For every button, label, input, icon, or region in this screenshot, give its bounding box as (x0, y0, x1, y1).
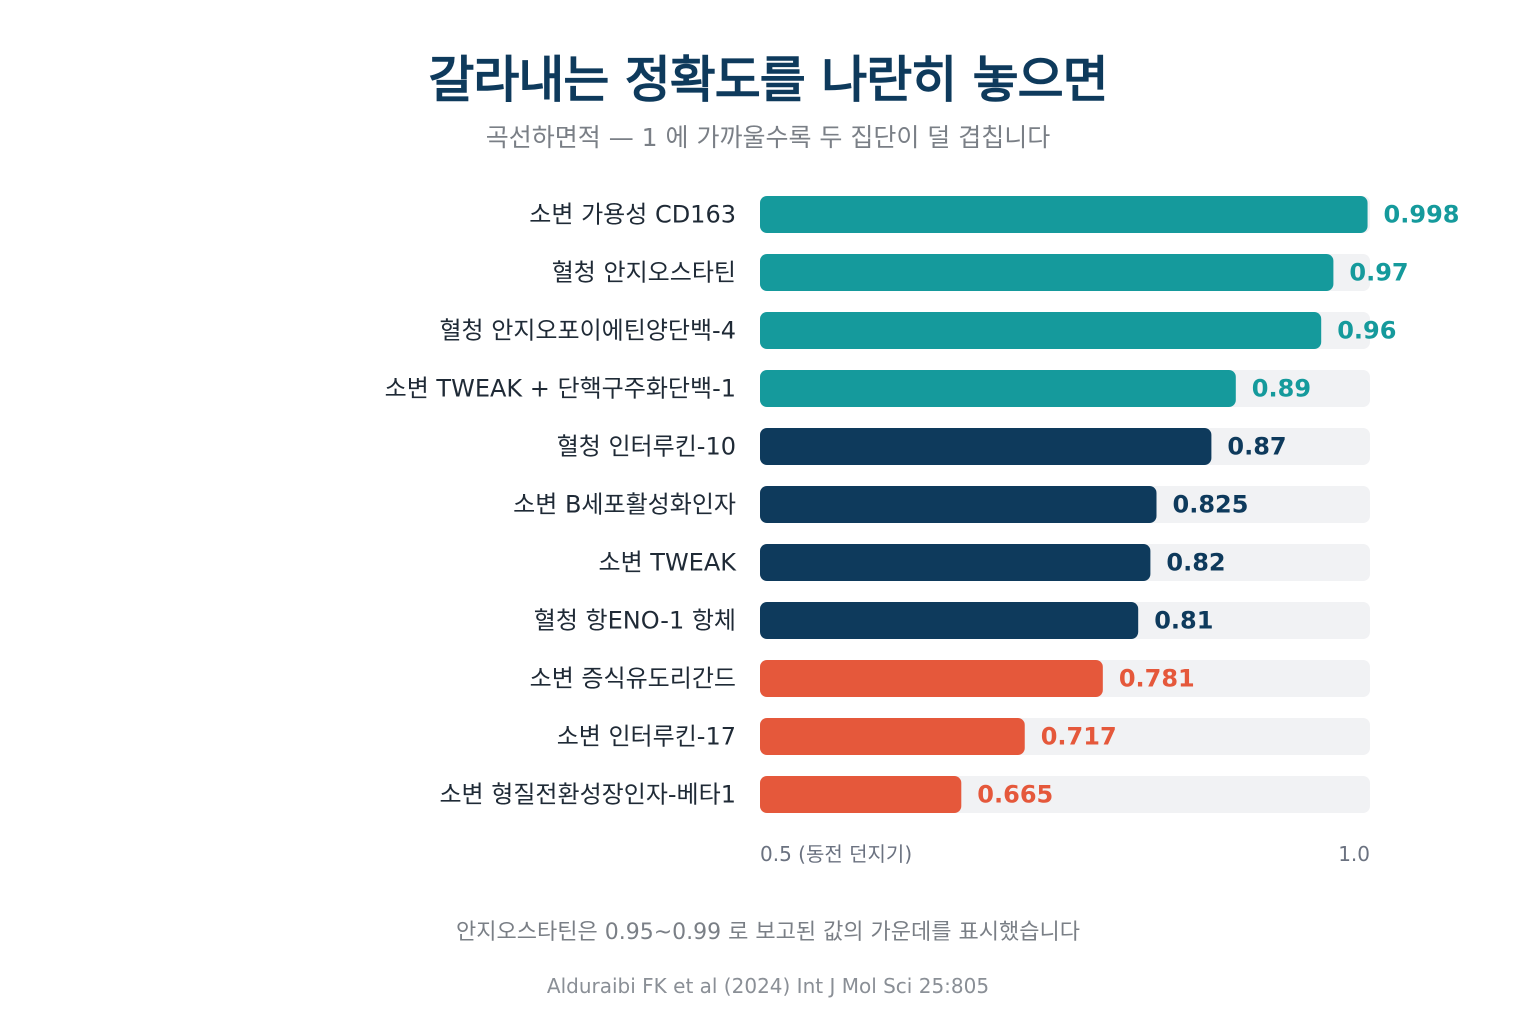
bar (760, 660, 1103, 697)
bar (760, 196, 1368, 233)
value-label: 0.717 (1041, 723, 1117, 751)
bar (760, 602, 1139, 639)
category-label: 혈청 인터루킨-10 (557, 433, 736, 461)
value-label: 0.781 (1119, 665, 1195, 693)
footnote: 안지오스타틴은 0.95~0.99 로 보고된 값의 가운데를 표시했습니다 (456, 920, 1080, 945)
bar (760, 486, 1157, 523)
category-label: 소변 증식유도리간드 (530, 665, 736, 693)
bar (760, 776, 962, 813)
x-tick-label-min: 0.5 (동전 던지기) (760, 842, 912, 866)
value-label: 0.82 (1166, 549, 1225, 577)
category-label: 혈청 안지오스타틴 (552, 259, 736, 287)
chart-title: 갈라내는 정확도를 나란히 놓으면 (428, 51, 1108, 109)
category-label: 소변 TWEAK + 단핵구주화단백-1 (385, 375, 736, 403)
value-label: 0.96 (1337, 317, 1396, 345)
bar (760, 254, 1334, 291)
x-tick-label-max: 1.0 (1338, 842, 1370, 866)
category-label: 소변 B세포활성화인자 (513, 491, 736, 519)
bar (760, 428, 1212, 465)
chart-subtitle: 곡선하면적 — 1 에 가까울수록 두 집단이 덜 겹칩니다 (485, 123, 1051, 152)
bar (760, 718, 1025, 755)
value-label: 0.97 (1349, 259, 1408, 287)
bar (760, 370, 1236, 407)
value-label: 0.87 (1227, 433, 1286, 461)
bar (760, 544, 1151, 581)
value-label: 0.81 (1154, 607, 1213, 635)
category-label: 소변 TWEAK (599, 549, 738, 577)
category-label: 소변 가용성 CD163 (529, 201, 736, 229)
value-label: 0.665 (977, 781, 1053, 809)
value-label: 0.998 (1384, 201, 1460, 229)
category-label: 혈청 항ENO-1 항체 (534, 607, 736, 635)
category-label: 혈청 안지오포이에틴양단백-4 (439, 317, 736, 345)
value-label: 0.89 (1252, 375, 1311, 403)
bar (760, 312, 1322, 349)
value-label: 0.825 (1173, 491, 1249, 519)
source-citation: Alduraibi FK et al (2024) Int J Mol Sci … (546, 974, 990, 998)
category-label: 소변 형질전환성장인자-베타1 (439, 781, 736, 809)
category-label: 소변 인터루킨-17 (557, 723, 736, 751)
